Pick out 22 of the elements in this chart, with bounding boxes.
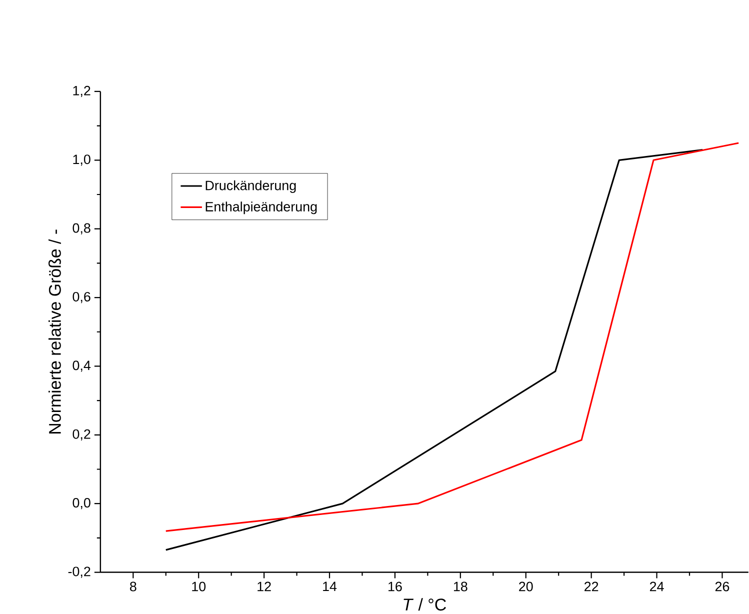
y-tick-label: 0,0 bbox=[72, 498, 90, 510]
x-tick-label: 16 bbox=[388, 582, 402, 592]
legend-label: Druckänderung bbox=[206, 180, 296, 193]
y-tick-label: -0,2 bbox=[68, 566, 90, 578]
y-tick-label: 0,2 bbox=[72, 429, 90, 441]
y-axis-title: Normierte relative Größe / - bbox=[48, 230, 61, 434]
x-tick-label: 12 bbox=[258, 582, 271, 592]
x-tick-label: 24 bbox=[650, 582, 664, 592]
y-tick-label: 0,8 bbox=[72, 223, 90, 234]
x-tick-label: 20 bbox=[519, 582, 533, 592]
x-tick-label: 8 bbox=[130, 582, 136, 592]
y-tick-label: 1,2 bbox=[73, 86, 90, 98]
x-tick-label: 14 bbox=[323, 582, 337, 592]
legend-label: Enthalpieänderung bbox=[206, 202, 317, 214]
y-tick-label: 0,6 bbox=[72, 292, 90, 304]
x-tick-label: 26 bbox=[715, 582, 730, 592]
x-tick-label: 10 bbox=[192, 582, 206, 592]
y-tick-label: 0,4 bbox=[72, 360, 91, 372]
x-tick-label: 18 bbox=[454, 582, 468, 592]
x-tick-label: 22 bbox=[584, 582, 598, 592]
x-axis-title: T / °C bbox=[404, 598, 446, 611]
y-tick-label: 1,0 bbox=[73, 154, 90, 166]
